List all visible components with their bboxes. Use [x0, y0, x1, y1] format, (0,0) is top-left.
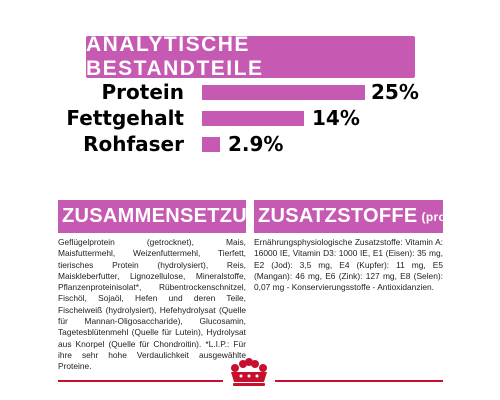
additives-title-suffix: (pro kg) — [421, 209, 443, 224]
fiber-bar — [202, 137, 220, 152]
brand-line-left — [58, 380, 223, 382]
protein-label: Protein — [101, 80, 184, 104]
additives-title: ZUSATZSTOFFE — [258, 205, 418, 227]
fat-value: 14% — [312, 106, 360, 130]
fiber-value: 2.9% — [228, 132, 284, 156]
additives-heading: ZUSATZSTOFFE (pro kg) — [254, 200, 443, 233]
fiber-label: Rohfaser — [83, 132, 184, 156]
analysis-title: ANALYTISCHE BESTANDTEILE — [86, 33, 264, 80]
fat-bar — [202, 111, 304, 126]
protein-bar — [202, 85, 365, 100]
composition-title: ZUSAMMENSETZUNG — [62, 205, 246, 227]
fat-label: Fettgehalt — [66, 106, 184, 130]
additives-text: Ernährungsphysiologische Zusatzstoffe: V… — [254, 237, 443, 293]
composition-heading: ZUSAMMENSETZUNG — [58, 200, 246, 233]
protein-value: 25% — [371, 80, 419, 104]
brand-line-right — [275, 380, 443, 382]
composition-text: Geflügelprotein (getrocknet), Mais, Mais… — [58, 237, 246, 372]
analysis-banner: ANALYTISCHE BESTANDTEILE — [86, 33, 415, 80]
royal-canin-crown-icon — [231, 358, 267, 386]
